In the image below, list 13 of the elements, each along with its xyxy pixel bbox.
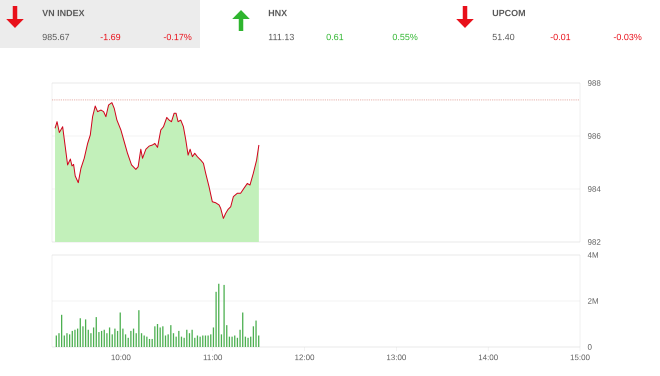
- text: 111.13: [268, 34, 294, 40]
- text: 0.55%: [392, 34, 418, 40]
- data-label: 0.61: [326, 34, 344, 40]
- data-label: -1.69: [100, 34, 120, 40]
- data-label: -0.01: [550, 34, 570, 40]
- category-label: HNX: [268, 10, 288, 16]
- text: -0.17%: [164, 34, 192, 40]
- text: -0.03%: [614, 34, 642, 40]
- category-label: UPCOM: [492, 10, 525, 16]
- text: 985.67: [42, 34, 70, 40]
- line-series: [54, 102, 260, 219]
- text: 51.40: [492, 34, 514, 40]
- category-label: VN INDEX: [42, 10, 84, 16]
